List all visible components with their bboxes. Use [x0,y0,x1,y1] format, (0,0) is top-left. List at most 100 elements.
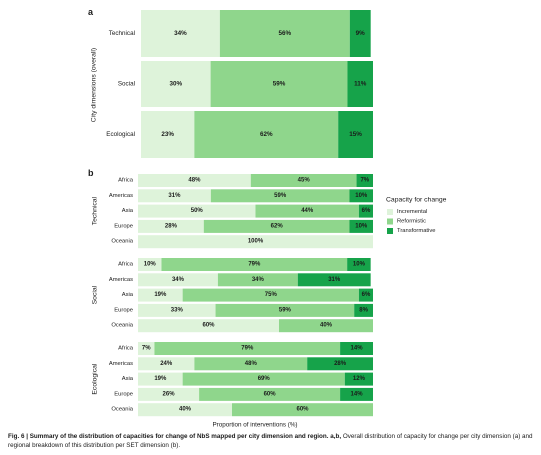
region-label: Europe [114,391,133,397]
legend-swatch [387,228,393,234]
data-label: 19% [154,376,167,382]
panel-a-label: a [88,7,94,17]
data-label: 26% [163,391,176,397]
region-label: Americas [109,361,133,367]
panel-b-xlabel: Proportion of interventions (%) [212,422,297,429]
panel-b-label: b [88,168,94,178]
bar-segment [255,204,359,218]
data-label: 14% [351,391,364,397]
data-label: 59% [274,193,287,199]
bar-segment [297,273,371,287]
bar-segment [138,303,216,317]
caption-title: Fig. 6 | Summary of the distribution of … [8,433,342,440]
data-label: 7% [360,178,369,184]
bar-segment [347,258,371,271]
data-label: 45% [298,178,311,184]
bar-segment [250,174,357,187]
data-label: 19% [154,292,167,298]
data-label: 24% [160,361,173,367]
bar-segment [199,387,341,401]
bar-segment [138,174,251,187]
bar-segment [138,258,162,271]
region-label: Asia [122,376,134,382]
data-label: 59% [273,81,286,88]
data-label: 62% [271,223,284,229]
bar-segment [349,189,373,203]
figure-caption: Fig. 6 | Summary of the distribution of … [8,432,534,450]
category-label: Social [118,81,135,88]
data-label: 56% [279,30,292,37]
bar-segment [354,303,373,317]
data-label: 6% [362,292,371,298]
legend-entry: Incremental [397,209,427,215]
bar-segment [340,342,373,355]
data-label: 30% [169,81,182,88]
bar-segment [138,357,195,371]
bar-segment [210,61,348,107]
data-label: 59% [279,307,292,313]
group-label: Technical [92,196,99,225]
legend-entry: Reformistic [397,219,426,225]
data-label: 34% [252,277,265,283]
data-label: 44% [301,208,314,214]
bar-segment [138,204,256,218]
panel-a-ylabel: City dimensions (overall) [91,48,98,122]
data-label: 23% [161,131,174,138]
data-label: 7% [142,346,151,352]
bar-segment [138,288,183,302]
region-label: Americas [109,277,133,283]
data-label: 62% [260,131,273,138]
data-label: 6% [362,208,371,214]
data-label: 10% [144,262,157,268]
data-label: 8% [359,307,368,313]
bar-segment [182,372,345,386]
data-label: 15% [349,131,362,138]
bar-segment [356,174,373,187]
bar-segment [347,61,373,107]
bar-segment [349,10,371,57]
bar-segment [340,387,373,401]
bar-segment [338,111,373,158]
bar-segment [279,319,373,333]
bar-segment [141,111,195,158]
region-label: Asia [122,292,134,298]
caption-body: Overall distribution of capacity for cha… [8,433,533,449]
legend-swatch [387,209,393,215]
legend-entry: Transformative [397,228,435,234]
region-label: Americas [109,193,133,199]
data-label: 34% [174,30,187,37]
bar-segment [138,189,211,203]
bar-segment [358,288,373,302]
data-label: 33% [171,307,184,313]
bar-segment [138,403,232,417]
data-label: 60% [264,391,277,397]
region-label: Africa [118,346,134,352]
data-label: 60% [296,407,309,413]
bar-segment [194,357,308,371]
bar-segment [219,10,350,57]
bar-segment [138,273,218,287]
data-label: 31% [168,193,181,199]
data-label: 34% [172,277,185,283]
bar-segment [141,10,220,57]
bar-segment [138,342,155,355]
bar-segment [138,372,183,386]
region-label: Oceania [111,239,133,245]
region-label: Africa [118,262,134,268]
bar-segment [194,111,339,158]
bar-segment [182,288,359,302]
bar-segment [138,319,279,333]
data-label: 31% [328,277,341,283]
data-label: 50% [191,208,204,214]
data-label: 28% [334,361,347,367]
legend-title: Capacity for change [386,197,447,204]
bar-segment [141,61,211,107]
region-label: Oceania [111,407,133,413]
bar-segment [344,372,373,386]
region-label: Europe [114,223,133,229]
data-label: 12% [353,376,366,382]
region-label: Asia [122,208,134,214]
bar-segment [307,357,373,371]
data-label: 40% [320,323,333,329]
